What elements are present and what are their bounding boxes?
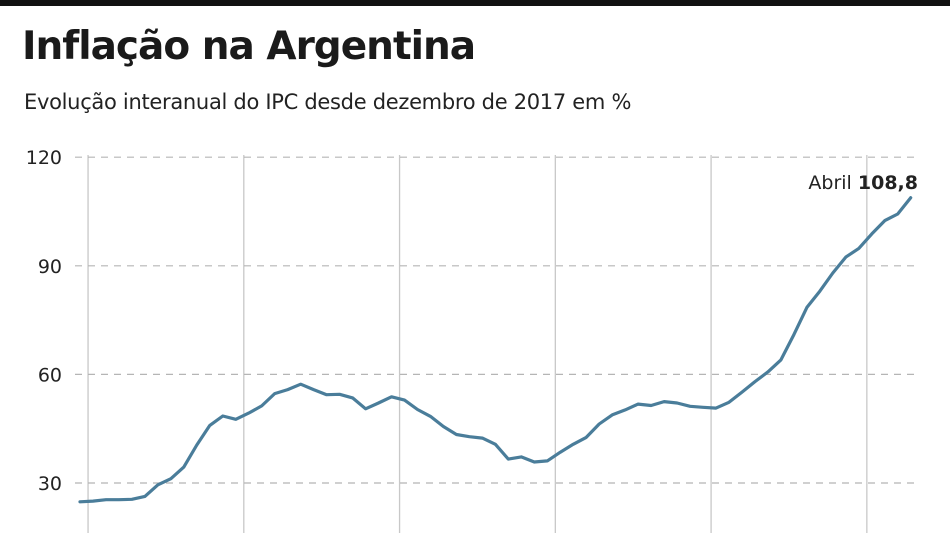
chart-title: Inflação na Argentina [22,24,476,69]
annotation-last-value: Abril 108,8 [808,172,918,194]
y-tick-label: 90 [38,256,62,278]
series-line [78,196,913,504]
annotation-label: Abril [808,172,851,194]
top-bar [0,0,950,6]
chart-subtitle: Evolução interanual do IPC desde dezembr… [24,90,632,114]
y-tick-label: 60 [38,364,62,386]
y-tick-label: 30 [38,473,62,495]
y-tick-label: 120 [26,147,62,169]
annotation-value: 108,8 [858,172,918,194]
